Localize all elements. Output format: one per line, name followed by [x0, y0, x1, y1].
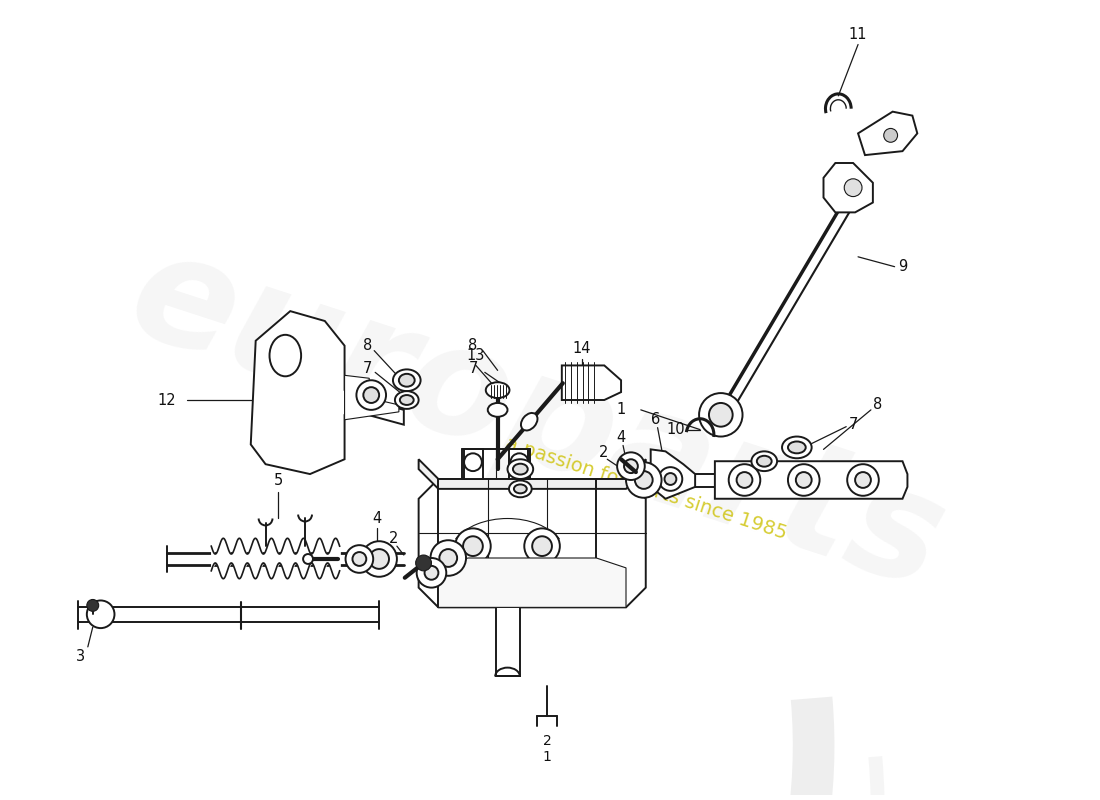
- Ellipse shape: [509, 481, 531, 498]
- Circle shape: [416, 555, 431, 571]
- Circle shape: [796, 472, 812, 488]
- Ellipse shape: [757, 456, 772, 466]
- Circle shape: [617, 452, 645, 480]
- Ellipse shape: [486, 382, 509, 398]
- Text: 14: 14: [572, 341, 591, 356]
- Ellipse shape: [487, 403, 507, 417]
- Circle shape: [659, 467, 682, 491]
- Ellipse shape: [507, 459, 534, 479]
- Polygon shape: [715, 462, 907, 498]
- Circle shape: [417, 558, 447, 588]
- Circle shape: [87, 601, 114, 628]
- Text: 7: 7: [469, 361, 477, 376]
- Polygon shape: [439, 558, 626, 607]
- Circle shape: [356, 380, 386, 410]
- Circle shape: [352, 552, 366, 566]
- Circle shape: [345, 545, 373, 573]
- Circle shape: [883, 129, 898, 142]
- Circle shape: [635, 471, 652, 489]
- Circle shape: [362, 542, 397, 577]
- Circle shape: [626, 462, 661, 498]
- Ellipse shape: [514, 485, 527, 494]
- Text: 2: 2: [389, 530, 398, 546]
- Ellipse shape: [513, 464, 528, 474]
- Circle shape: [788, 464, 820, 496]
- Circle shape: [439, 549, 458, 567]
- Circle shape: [847, 464, 879, 496]
- Text: 5: 5: [274, 474, 283, 489]
- Circle shape: [425, 566, 439, 580]
- Text: 4: 4: [373, 511, 382, 526]
- Circle shape: [844, 179, 862, 197]
- Text: 10: 10: [667, 422, 684, 437]
- Circle shape: [370, 549, 389, 569]
- Circle shape: [710, 403, 733, 426]
- Polygon shape: [419, 459, 646, 489]
- Ellipse shape: [270, 335, 301, 376]
- Text: 1: 1: [542, 750, 551, 765]
- Text: 8: 8: [363, 338, 372, 353]
- Ellipse shape: [395, 391, 419, 409]
- Ellipse shape: [400, 395, 414, 405]
- Text: 7: 7: [848, 417, 858, 432]
- Circle shape: [510, 454, 528, 471]
- Text: 7: 7: [363, 361, 372, 376]
- Text: 2: 2: [598, 445, 608, 460]
- Circle shape: [855, 472, 871, 488]
- Polygon shape: [562, 366, 622, 400]
- Polygon shape: [344, 375, 399, 420]
- Circle shape: [464, 454, 482, 471]
- Text: 6: 6: [651, 412, 660, 427]
- Polygon shape: [858, 112, 917, 155]
- Ellipse shape: [304, 554, 313, 564]
- Polygon shape: [509, 450, 528, 479]
- Circle shape: [624, 459, 638, 473]
- Circle shape: [525, 528, 560, 564]
- Circle shape: [430, 540, 466, 576]
- Text: 12: 12: [157, 393, 176, 407]
- Circle shape: [700, 393, 743, 437]
- Polygon shape: [824, 163, 873, 212]
- Polygon shape: [651, 450, 695, 498]
- Text: a passion for parts since 1985: a passion for parts since 1985: [503, 434, 789, 543]
- Ellipse shape: [751, 451, 777, 471]
- Polygon shape: [496, 607, 520, 677]
- Circle shape: [664, 473, 676, 485]
- Circle shape: [87, 599, 99, 611]
- Circle shape: [463, 536, 483, 556]
- Text: 8: 8: [469, 338, 477, 353]
- Circle shape: [363, 387, 379, 403]
- Circle shape: [728, 464, 760, 496]
- Ellipse shape: [399, 374, 415, 386]
- Text: 3: 3: [76, 650, 86, 664]
- Text: 2: 2: [542, 734, 551, 748]
- Text: 8: 8: [873, 398, 882, 413]
- Ellipse shape: [782, 437, 812, 458]
- Circle shape: [455, 528, 491, 564]
- Polygon shape: [419, 479, 646, 607]
- Ellipse shape: [393, 370, 420, 391]
- Circle shape: [737, 472, 752, 488]
- Text: 1: 1: [616, 402, 626, 418]
- Text: 13: 13: [466, 348, 485, 363]
- Text: 11: 11: [849, 27, 867, 42]
- Ellipse shape: [788, 442, 805, 454]
- Circle shape: [532, 536, 552, 556]
- Polygon shape: [251, 311, 404, 474]
- Polygon shape: [464, 450, 483, 479]
- Text: 9: 9: [898, 259, 907, 274]
- Text: europarts: europarts: [112, 218, 961, 621]
- Ellipse shape: [521, 413, 538, 430]
- Text: 4: 4: [616, 430, 626, 445]
